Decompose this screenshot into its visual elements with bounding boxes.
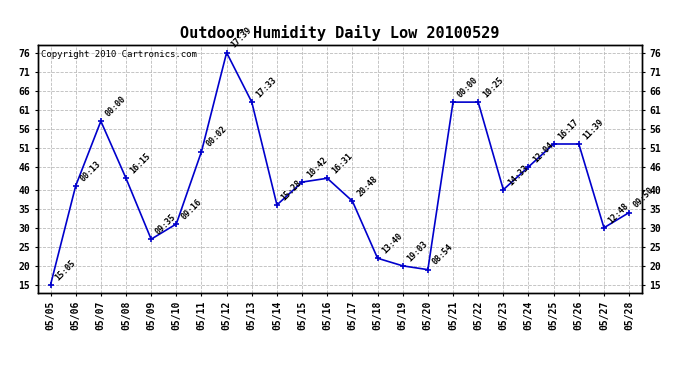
Text: 16:17: 16:17 [556,117,580,141]
Text: 20:48: 20:48 [355,174,380,198]
Text: 15:28: 15:28 [279,178,304,202]
Text: 12:48: 12:48 [607,201,631,225]
Text: 09:35: 09:35 [154,212,178,236]
Text: 17:39: 17:39 [229,26,253,50]
Text: 16:31: 16:31 [330,152,354,176]
Text: 00:00: 00:00 [104,94,128,118]
Text: 12:04: 12:04 [531,140,555,164]
Text: 15:05: 15:05 [53,258,77,282]
Text: 11:39: 11:39 [582,117,606,141]
Text: 16:15: 16:15 [129,152,152,176]
Text: 10:25: 10:25 [481,75,505,99]
Text: 00:02: 00:02 [204,125,228,149]
Text: 17:33: 17:33 [255,75,279,99]
Text: 00:13: 00:13 [79,159,103,183]
Text: 08:54: 08:54 [431,243,455,267]
Title: Outdoor Humidity Daily Low 20100529: Outdoor Humidity Daily Low 20100529 [180,25,500,41]
Text: 14:33: 14:33 [506,163,530,187]
Text: Copyright 2010 Cartronics.com: Copyright 2010 Cartronics.com [41,50,197,59]
Text: 19:03: 19:03 [406,239,430,263]
Text: 00:00: 00:00 [456,75,480,99]
Text: 10:42: 10:42 [305,155,329,179]
Text: 09:16: 09:16 [179,197,203,221]
Text: 09:50: 09:50 [632,186,656,210]
Text: 13:40: 13:40 [380,231,404,255]
